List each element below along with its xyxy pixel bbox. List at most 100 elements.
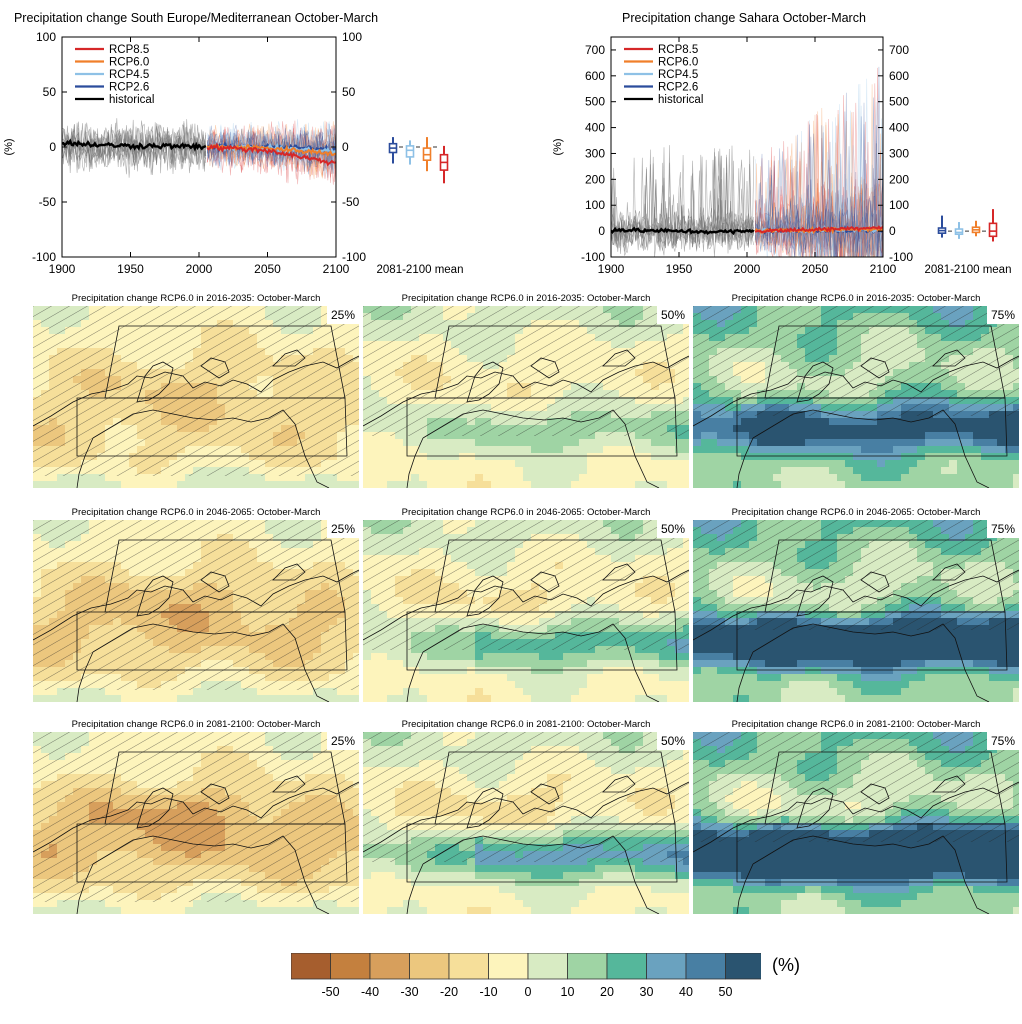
map-cell xyxy=(185,695,194,702)
map-cell xyxy=(853,474,862,482)
map-cell xyxy=(379,439,388,447)
map-cell xyxy=(675,474,684,482)
map-cell xyxy=(941,481,950,488)
map-cell xyxy=(41,481,50,488)
map-cell xyxy=(507,446,516,454)
map-cell xyxy=(435,474,444,482)
map-cell xyxy=(313,688,322,696)
map-cell xyxy=(419,453,428,461)
map-cell xyxy=(515,460,524,468)
map-cell xyxy=(209,481,218,488)
map-cell xyxy=(321,688,330,696)
y-tick-label-left: 500 xyxy=(585,95,605,109)
map-cell xyxy=(387,467,396,475)
map-cell xyxy=(137,481,146,488)
map-cell xyxy=(749,432,758,440)
map-cell xyxy=(781,425,790,433)
map-cell xyxy=(885,432,894,440)
x-tick-label: 1900 xyxy=(49,262,76,276)
map-cell xyxy=(957,474,966,482)
map-cell xyxy=(49,695,58,702)
map-cell xyxy=(909,425,918,433)
map-field xyxy=(363,306,689,488)
map-cell xyxy=(701,481,710,488)
map-panel-title: Precipitation change RCP6.0 in 2046-2065… xyxy=(71,507,321,518)
map-cell xyxy=(145,474,154,482)
map-cell xyxy=(571,439,580,447)
map-cell xyxy=(683,439,689,447)
map-cell xyxy=(395,481,404,488)
map-cell xyxy=(371,481,380,488)
map-cell xyxy=(329,474,338,482)
map-cell xyxy=(643,453,652,461)
map-cell xyxy=(547,453,556,461)
map-cell xyxy=(989,446,998,454)
map-cell xyxy=(105,695,114,702)
map-cell xyxy=(627,460,636,468)
map-cell xyxy=(289,695,298,702)
map-cell xyxy=(371,474,380,482)
map-cell xyxy=(459,453,468,461)
map-cell xyxy=(475,439,484,447)
map-cell xyxy=(643,481,652,488)
map-cell xyxy=(861,460,870,468)
map-cell xyxy=(627,467,636,475)
map-cell xyxy=(233,481,242,488)
map-cell xyxy=(475,446,484,454)
map-cell xyxy=(765,467,774,475)
map-cell xyxy=(73,688,82,696)
map-cell xyxy=(981,425,990,433)
map-cell xyxy=(289,481,298,488)
map-cell xyxy=(153,474,162,482)
map-cell xyxy=(483,446,492,454)
map-cell xyxy=(105,688,114,696)
map-cell xyxy=(249,695,258,702)
map-cell xyxy=(757,453,766,461)
map-cell xyxy=(789,432,798,440)
scenario-model-run xyxy=(207,119,336,169)
map-cell xyxy=(443,481,452,488)
map-cell xyxy=(917,432,926,440)
map-cell xyxy=(201,474,210,482)
map-cell xyxy=(981,446,990,454)
map-cell xyxy=(997,481,1006,488)
map-cell xyxy=(949,467,958,475)
map-cell xyxy=(757,425,766,433)
map-cell xyxy=(499,446,508,454)
map-cell xyxy=(909,467,918,475)
map-cell xyxy=(1005,432,1014,440)
map-panel: Precipitation change RCP6.0 in 2016-2035… xyxy=(363,292,689,490)
map-cell xyxy=(603,460,612,468)
map-cell xyxy=(725,481,734,488)
map-cell xyxy=(821,446,830,454)
map-cell xyxy=(395,439,404,447)
map-cell xyxy=(733,453,742,461)
map-cell xyxy=(973,446,982,454)
scenario-model-run xyxy=(206,124,336,183)
map-cell xyxy=(683,467,689,475)
map-cell xyxy=(773,460,782,468)
scenario-model-run xyxy=(207,123,336,179)
map-cell xyxy=(773,432,782,440)
map-cell xyxy=(499,474,508,482)
map-cell xyxy=(837,418,846,426)
map-cell xyxy=(329,695,338,702)
map-cell xyxy=(973,439,982,447)
scenario-model-run xyxy=(206,124,336,185)
map-cell xyxy=(395,453,404,461)
map-cell xyxy=(265,688,274,696)
map-cell xyxy=(797,439,806,447)
map-area: 25% xyxy=(33,306,359,488)
map-cell xyxy=(925,418,934,426)
map-cell xyxy=(427,481,436,488)
map-cell xyxy=(169,481,178,488)
map-cell xyxy=(957,467,966,475)
map-cell xyxy=(965,481,974,488)
scenario-model-run xyxy=(206,122,336,178)
map-cell xyxy=(603,439,612,447)
map-cell xyxy=(619,439,628,447)
map-cell xyxy=(997,460,1006,468)
map-cell xyxy=(805,446,814,454)
map-cell xyxy=(885,453,894,461)
scenario-model-run xyxy=(754,102,883,257)
